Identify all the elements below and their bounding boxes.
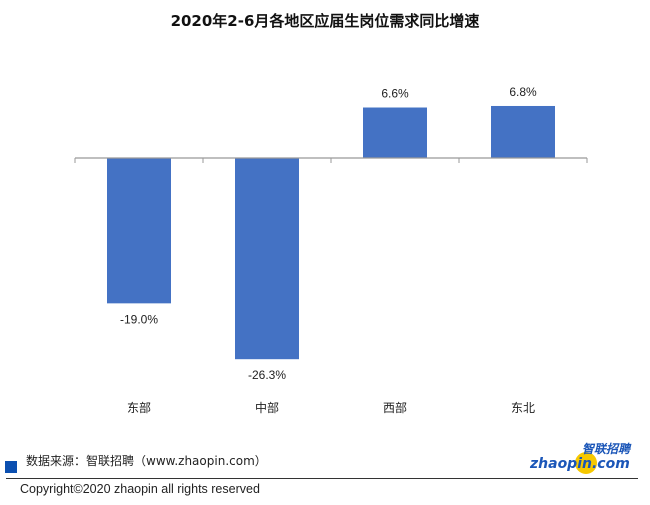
logo-en: zhaopin.com	[530, 456, 630, 472]
bar-0	[107, 158, 171, 304]
bar-3	[491, 105, 555, 158]
footer-divider	[6, 478, 638, 479]
logo-cn: 智联招聘	[582, 442, 631, 456]
category-label-3: 东北	[511, 401, 535, 415]
logo-sun	[575, 452, 597, 474]
bar-1	[235, 158, 299, 360]
category-label-1: 中部	[255, 400, 279, 415]
category-label-0: 东部	[127, 400, 151, 415]
zhaopin-logo: 智联招聘 zhaopin.com	[530, 440, 640, 474]
category-label-2: 西部	[383, 400, 407, 415]
chart-title: 2020年2-6月各地区应届生岗位需求同比增速	[170, 12, 480, 30]
data-label-1: -26.3%	[248, 368, 286, 382]
source-marker	[5, 461, 17, 473]
source-text: 数据来源：智联招聘（www.zhaopin.com）	[26, 454, 267, 468]
data-label-0: -19.0%	[120, 312, 158, 326]
data-label-3: 6.8%	[509, 85, 537, 99]
plot-area: -19.0% 东部 -26.3% 中部 6.6% 西部 6.8% 东北	[74, 85, 588, 415]
bar-2	[363, 107, 427, 158]
data-label-2: 6.6%	[381, 87, 409, 101]
copyright-text: Copyright©2020 zhaopin all rights reserv…	[20, 482, 260, 496]
